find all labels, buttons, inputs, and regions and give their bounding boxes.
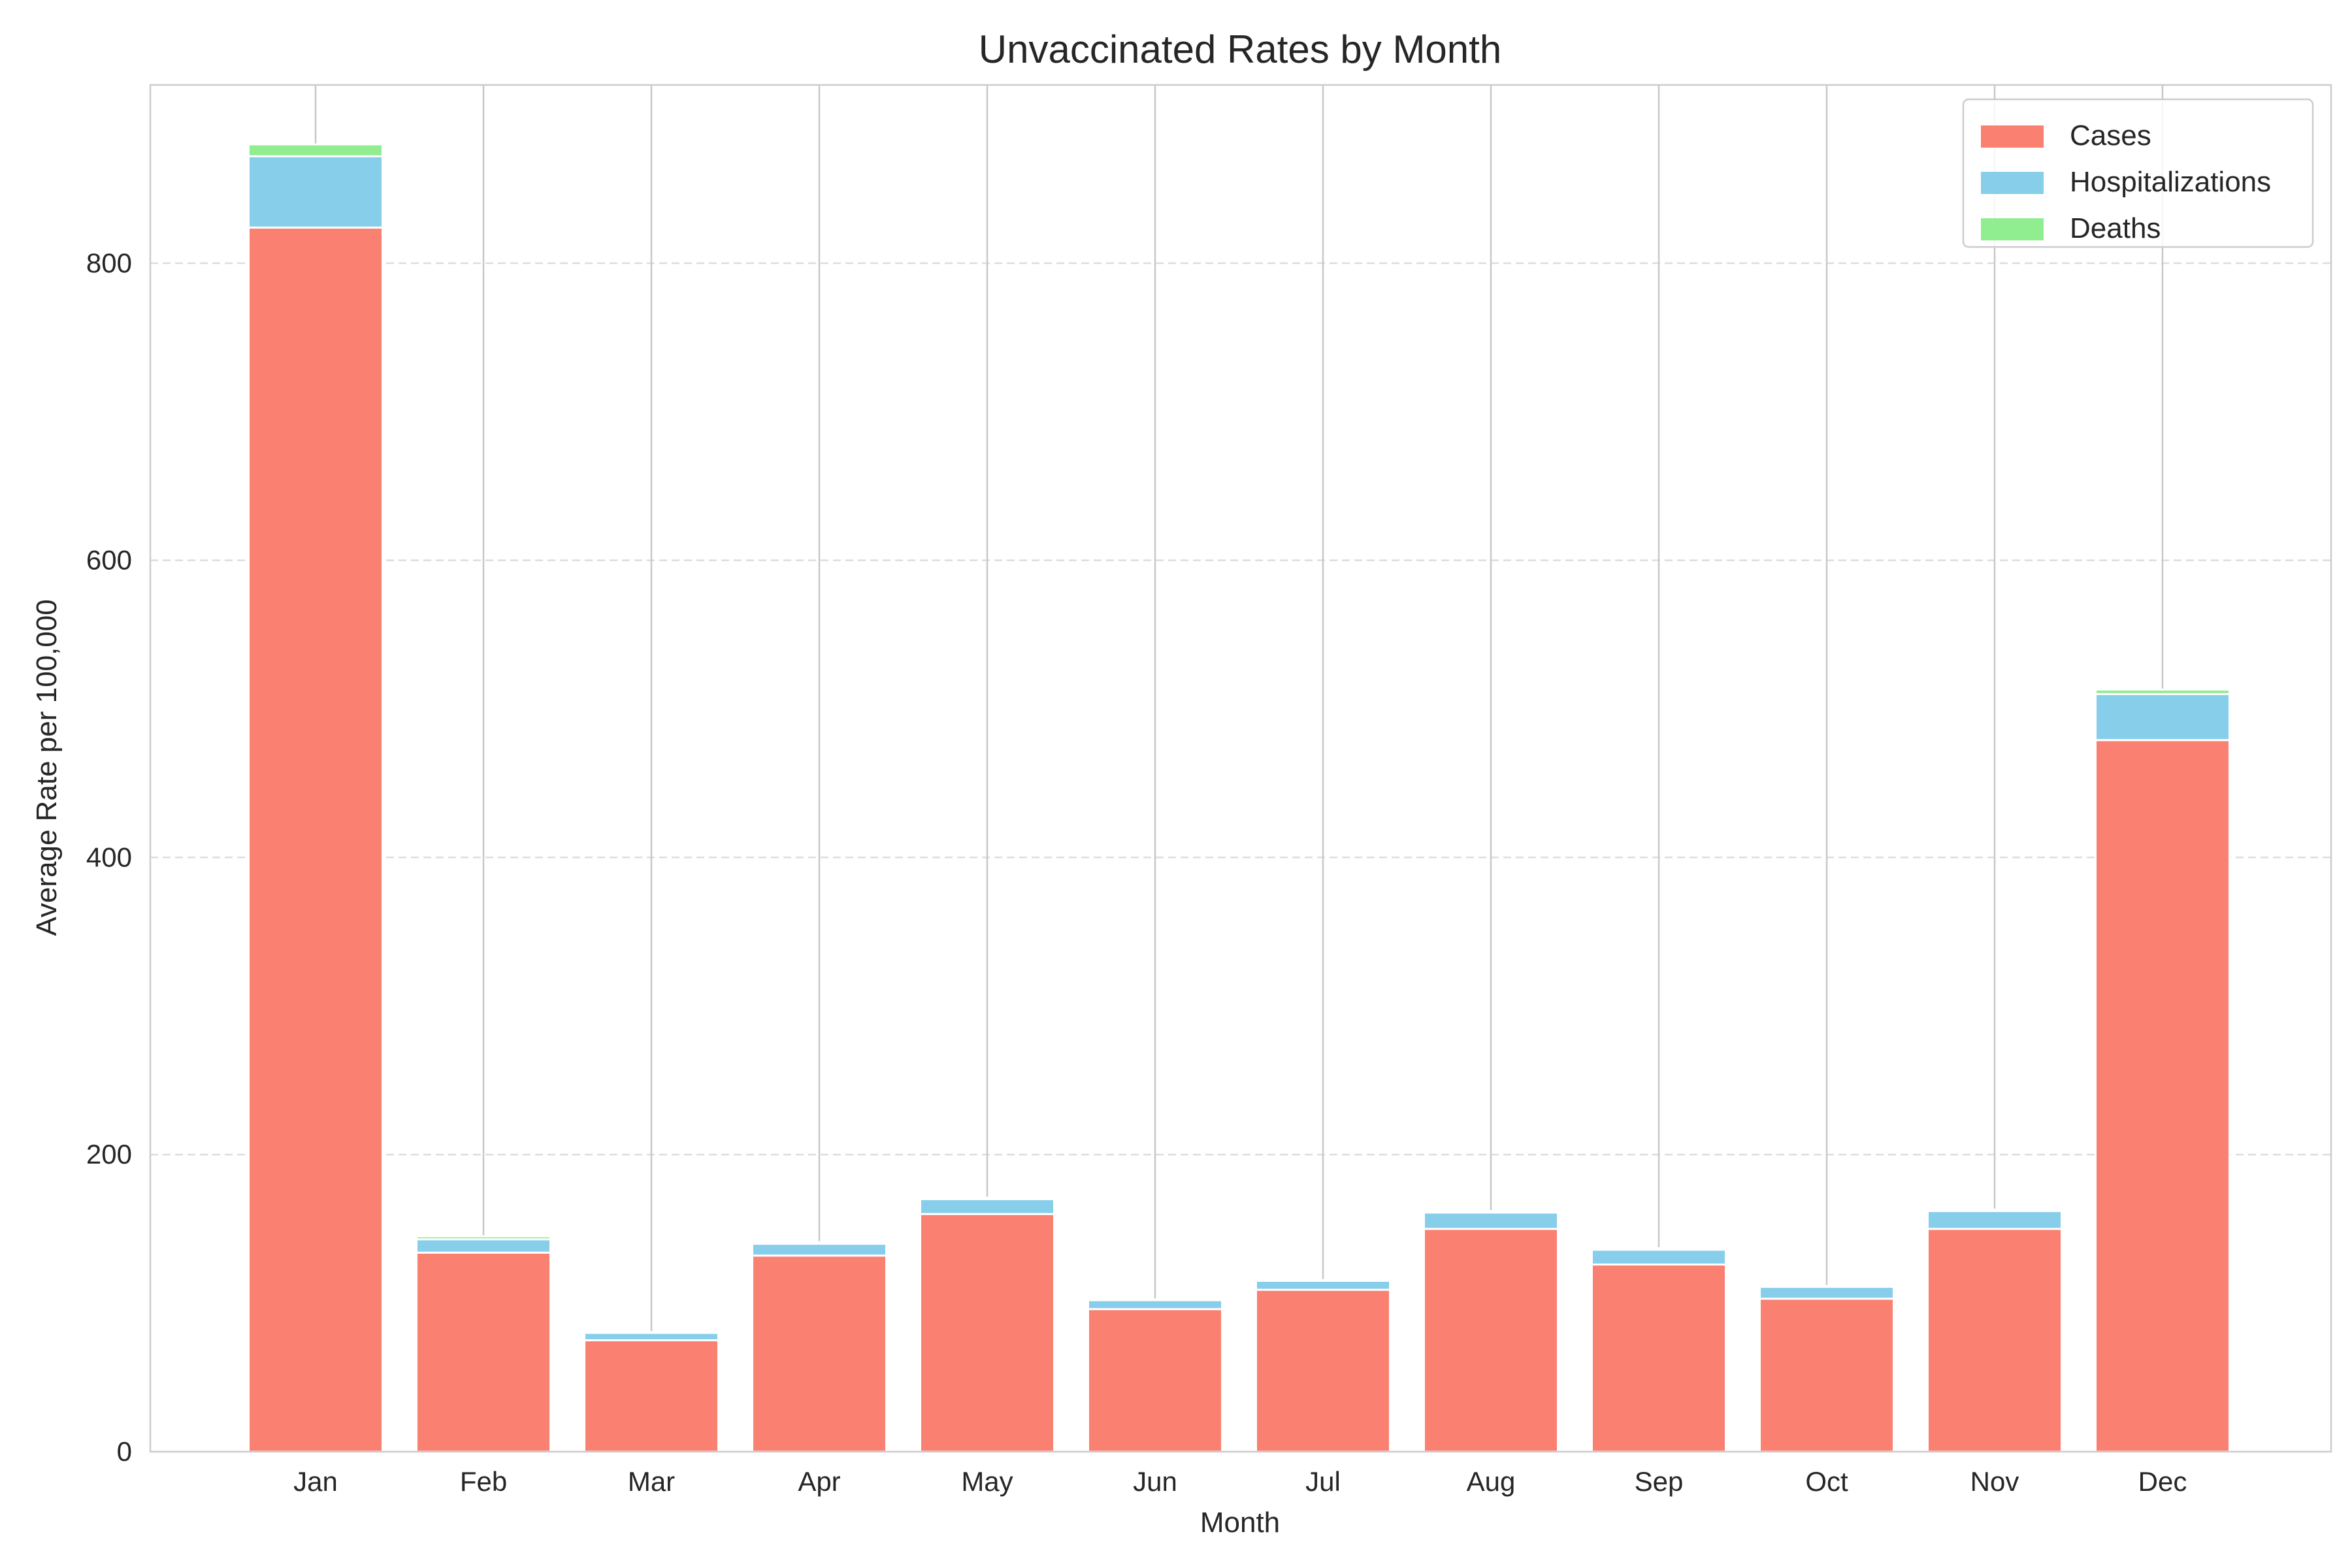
bar-deaths-may — [919, 1196, 1055, 1200]
bar-deaths-sep — [1591, 1247, 1727, 1251]
bar-deaths-jan — [248, 143, 384, 157]
bars — [248, 143, 2230, 1453]
bar-cases-apr — [751, 1254, 887, 1453]
bar-cases-sep — [1591, 1263, 1727, 1453]
legend-swatch-cases — [1981, 125, 2044, 148]
bar-cases-feb — [416, 1251, 551, 1453]
bar-deaths-apr — [751, 1241, 887, 1245]
y-tick-label: 200 — [86, 1139, 132, 1169]
legend-label-deaths: Deaths — [2070, 212, 2161, 244]
bar-cases-aug — [1423, 1228, 1559, 1453]
x-tick-label: Jun — [1133, 1466, 1177, 1497]
x-tick-label: May — [961, 1466, 1013, 1497]
legend-box — [1962, 98, 2314, 248]
chart-title: Unvaccinated Rates by Month — [979, 27, 1501, 71]
bar-hospitalizations-nov — [1927, 1210, 2063, 1230]
bar-deaths-jul — [1255, 1279, 1391, 1282]
bar-hospitalizations-may — [919, 1198, 1055, 1215]
y-tick-label: 800 — [86, 248, 132, 278]
y-axis-label: Average Rate per 100,000 — [31, 599, 63, 936]
gridlines — [150, 262, 2331, 1156]
bar-cases-may — [919, 1213, 1055, 1453]
bar-cases-mar — [583, 1339, 719, 1453]
bar-hospitalizations-jan — [248, 155, 384, 229]
bar-deaths-dec — [2095, 688, 2230, 695]
bar-hospitalizations-mar — [583, 1331, 719, 1341]
bar-cases-oct — [1759, 1298, 1895, 1453]
legend-swatch-hospitalizations — [1981, 172, 2044, 194]
bar-hospitalizations-sep — [1591, 1249, 1727, 1266]
bar-cases-nov — [1927, 1228, 2063, 1453]
bar-cases-jul — [1255, 1288, 1391, 1453]
legend: Cases Hospitalizations Deaths — [1962, 98, 2314, 248]
x-tick-label: Apr — [798, 1466, 840, 1497]
x-tick-label: Jul — [1305, 1466, 1341, 1497]
plot-frame — [149, 84, 2332, 1453]
tick-labels: 0 200 400 600 800 Jan Feb Mar Apr May Jun Jul Aug Sep… — [86, 248, 2187, 1497]
bar-hospitalizations-dec — [2095, 693, 2230, 742]
x-tick-label: Jan — [293, 1466, 338, 1497]
x-tick-label: Feb — [460, 1466, 507, 1497]
x-tick-label: Mar — [628, 1466, 675, 1497]
bar-hospitalizations-apr — [751, 1243, 887, 1257]
y-tick-label: 600 — [86, 545, 132, 576]
bar-cases-jun — [1087, 1308, 1223, 1453]
bar-hospitalizations-aug — [1423, 1211, 1559, 1230]
bar-deaths-mar — [583, 1331, 719, 1334]
x-tick-label: Aug — [1467, 1466, 1516, 1497]
bar-deaths-nov — [1927, 1208, 2063, 1213]
x-tick-label: Oct — [1805, 1466, 1848, 1497]
bar-hospitalizations-oct — [1759, 1286, 1895, 1300]
legend-label-hospitalizations: Hospitalizations — [2070, 166, 2271, 198]
x-tick-label: Nov — [1970, 1466, 2019, 1497]
y-tick-label: 400 — [86, 841, 132, 872]
bar-cases-dec — [2095, 739, 2230, 1453]
bar-hospitalizations-jul — [1255, 1280, 1391, 1291]
y-tick-label: 0 — [117, 1436, 132, 1467]
bar-deaths-jun — [1087, 1298, 1223, 1301]
x-tick-label: Sep — [1635, 1466, 1684, 1497]
bar-hospitalizations-feb — [416, 1238, 551, 1254]
x-axis-label: Month — [1200, 1507, 1280, 1539]
legend-swatch-deaths — [1981, 218, 2044, 240]
bar-hospitalizations-jun — [1087, 1299, 1223, 1311]
bar-deaths-feb — [416, 1235, 551, 1241]
legend-label-cases: Cases — [2070, 120, 2151, 152]
x-tick-label: Dec — [2138, 1466, 2187, 1497]
whiskers — [314, 85, 2164, 1332]
bar-deaths-aug — [1423, 1210, 1559, 1214]
bar-cases-jan — [248, 226, 384, 1453]
